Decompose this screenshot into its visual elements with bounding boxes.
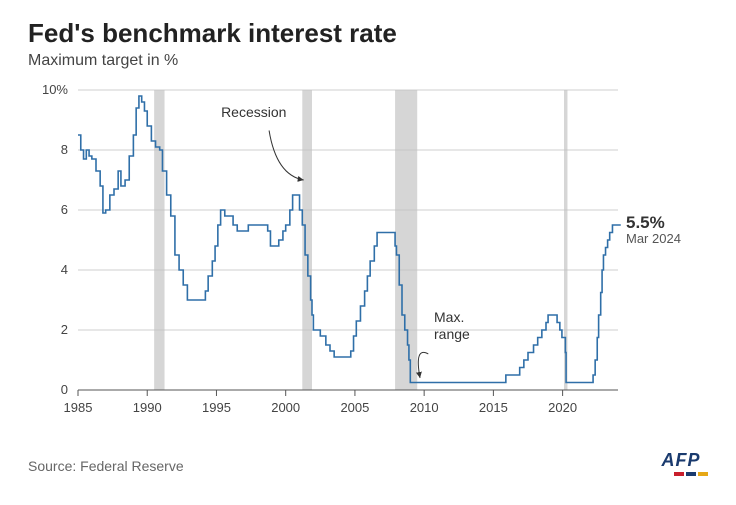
svg-text:2: 2 — [61, 322, 68, 337]
latest-date-label: Mar 2024 — [626, 231, 681, 247]
svg-text:10%: 10% — [42, 82, 68, 97]
svg-text:0: 0 — [61, 382, 68, 397]
svg-text:1990: 1990 — [133, 400, 162, 415]
recession-label: Recession — [221, 104, 286, 121]
svg-text:2000: 2000 — [271, 400, 300, 415]
afp-logo-text: AFP — [654, 450, 708, 471]
svg-text:2020: 2020 — [548, 400, 577, 415]
chart-area: 0 2 4 6 8 10% 1985 1990 1995 2000 2005 2010 2015 2020 — [28, 80, 708, 440]
max-range-label: Max.range — [434, 309, 470, 343]
chart-svg: 0 2 4 6 8 10% 1985 1990 1995 2000 2005 2010 2015 2020 — [28, 80, 708, 440]
svg-text:8: 8 — [61, 142, 68, 157]
svg-text:2005: 2005 — [340, 400, 369, 415]
svg-text:6: 6 — [61, 202, 68, 217]
svg-text:4: 4 — [61, 262, 68, 277]
svg-text:1995: 1995 — [202, 400, 231, 415]
svg-text:2015: 2015 — [479, 400, 508, 415]
source-text: Source: Federal Reserve — [28, 458, 184, 474]
svg-text:2010: 2010 — [410, 400, 439, 415]
chart-title: Fed's benchmark interest rate — [28, 18, 397, 49]
afp-logo-bars — [654, 472, 708, 476]
afp-logo: AFP — [654, 450, 708, 482]
svg-text:1985: 1985 — [64, 400, 93, 415]
chart-subtitle: Maximum target in % — [28, 52, 178, 70]
